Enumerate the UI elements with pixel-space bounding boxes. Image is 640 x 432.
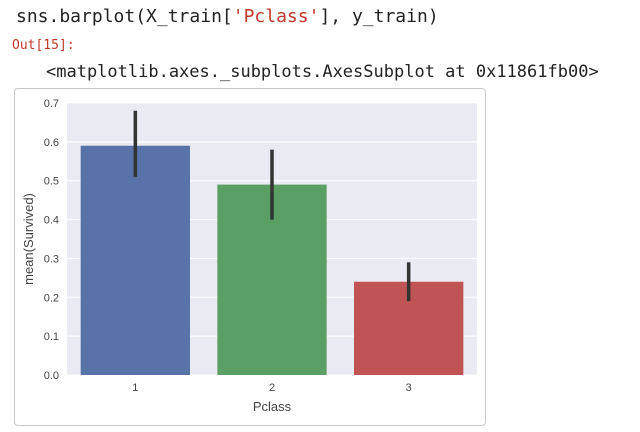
output-repr-text: <matplotlib.axes._subplots.AxesSubplot a… bbox=[46, 62, 599, 82]
code-prefix: sns.barplot(X_train[ bbox=[16, 6, 233, 27]
code-string-literal: 'Pclass' bbox=[232, 6, 320, 27]
y-tick-label: 0.5 bbox=[44, 176, 59, 188]
y-tick-label: 0.1 bbox=[44, 331, 59, 343]
y-tick-label: 0.6 bbox=[44, 137, 59, 149]
y-axis-label: mean(Survived) bbox=[21, 193, 36, 285]
x-tick-label: 3 bbox=[406, 382, 412, 394]
y-tick-label: 0.3 bbox=[44, 253, 59, 265]
bar bbox=[80, 145, 190, 375]
x-tick-label: 2 bbox=[269, 382, 275, 394]
x-axis-label: Pclass bbox=[253, 399, 292, 414]
code-input-line[interactable]: sns.barplot(X_train['Pclass'], y_train) bbox=[16, 6, 439, 27]
bar-chart: 0.0 0.1 0.2 0.3 0.4 0.5 0.6 0.7 1 2 3 Pclass mean(Su… bbox=[21, 98, 477, 414]
code-suffix: ], y_train) bbox=[319, 6, 439, 27]
x-tick-label: 1 bbox=[132, 382, 138, 394]
y-tick-label: 0.2 bbox=[44, 292, 59, 304]
output-prompt: Out[15]: bbox=[12, 38, 75, 53]
y-tick-label: 0.7 bbox=[44, 98, 59, 110]
plot-output-frame: 0.0 0.1 0.2 0.3 0.4 0.5 0.6 0.7 1 2 3 Pclass mean(Su… bbox=[14, 88, 486, 426]
y-tick-label: 0.0 bbox=[44, 370, 59, 382]
y-tick-label: 0.4 bbox=[44, 215, 59, 227]
